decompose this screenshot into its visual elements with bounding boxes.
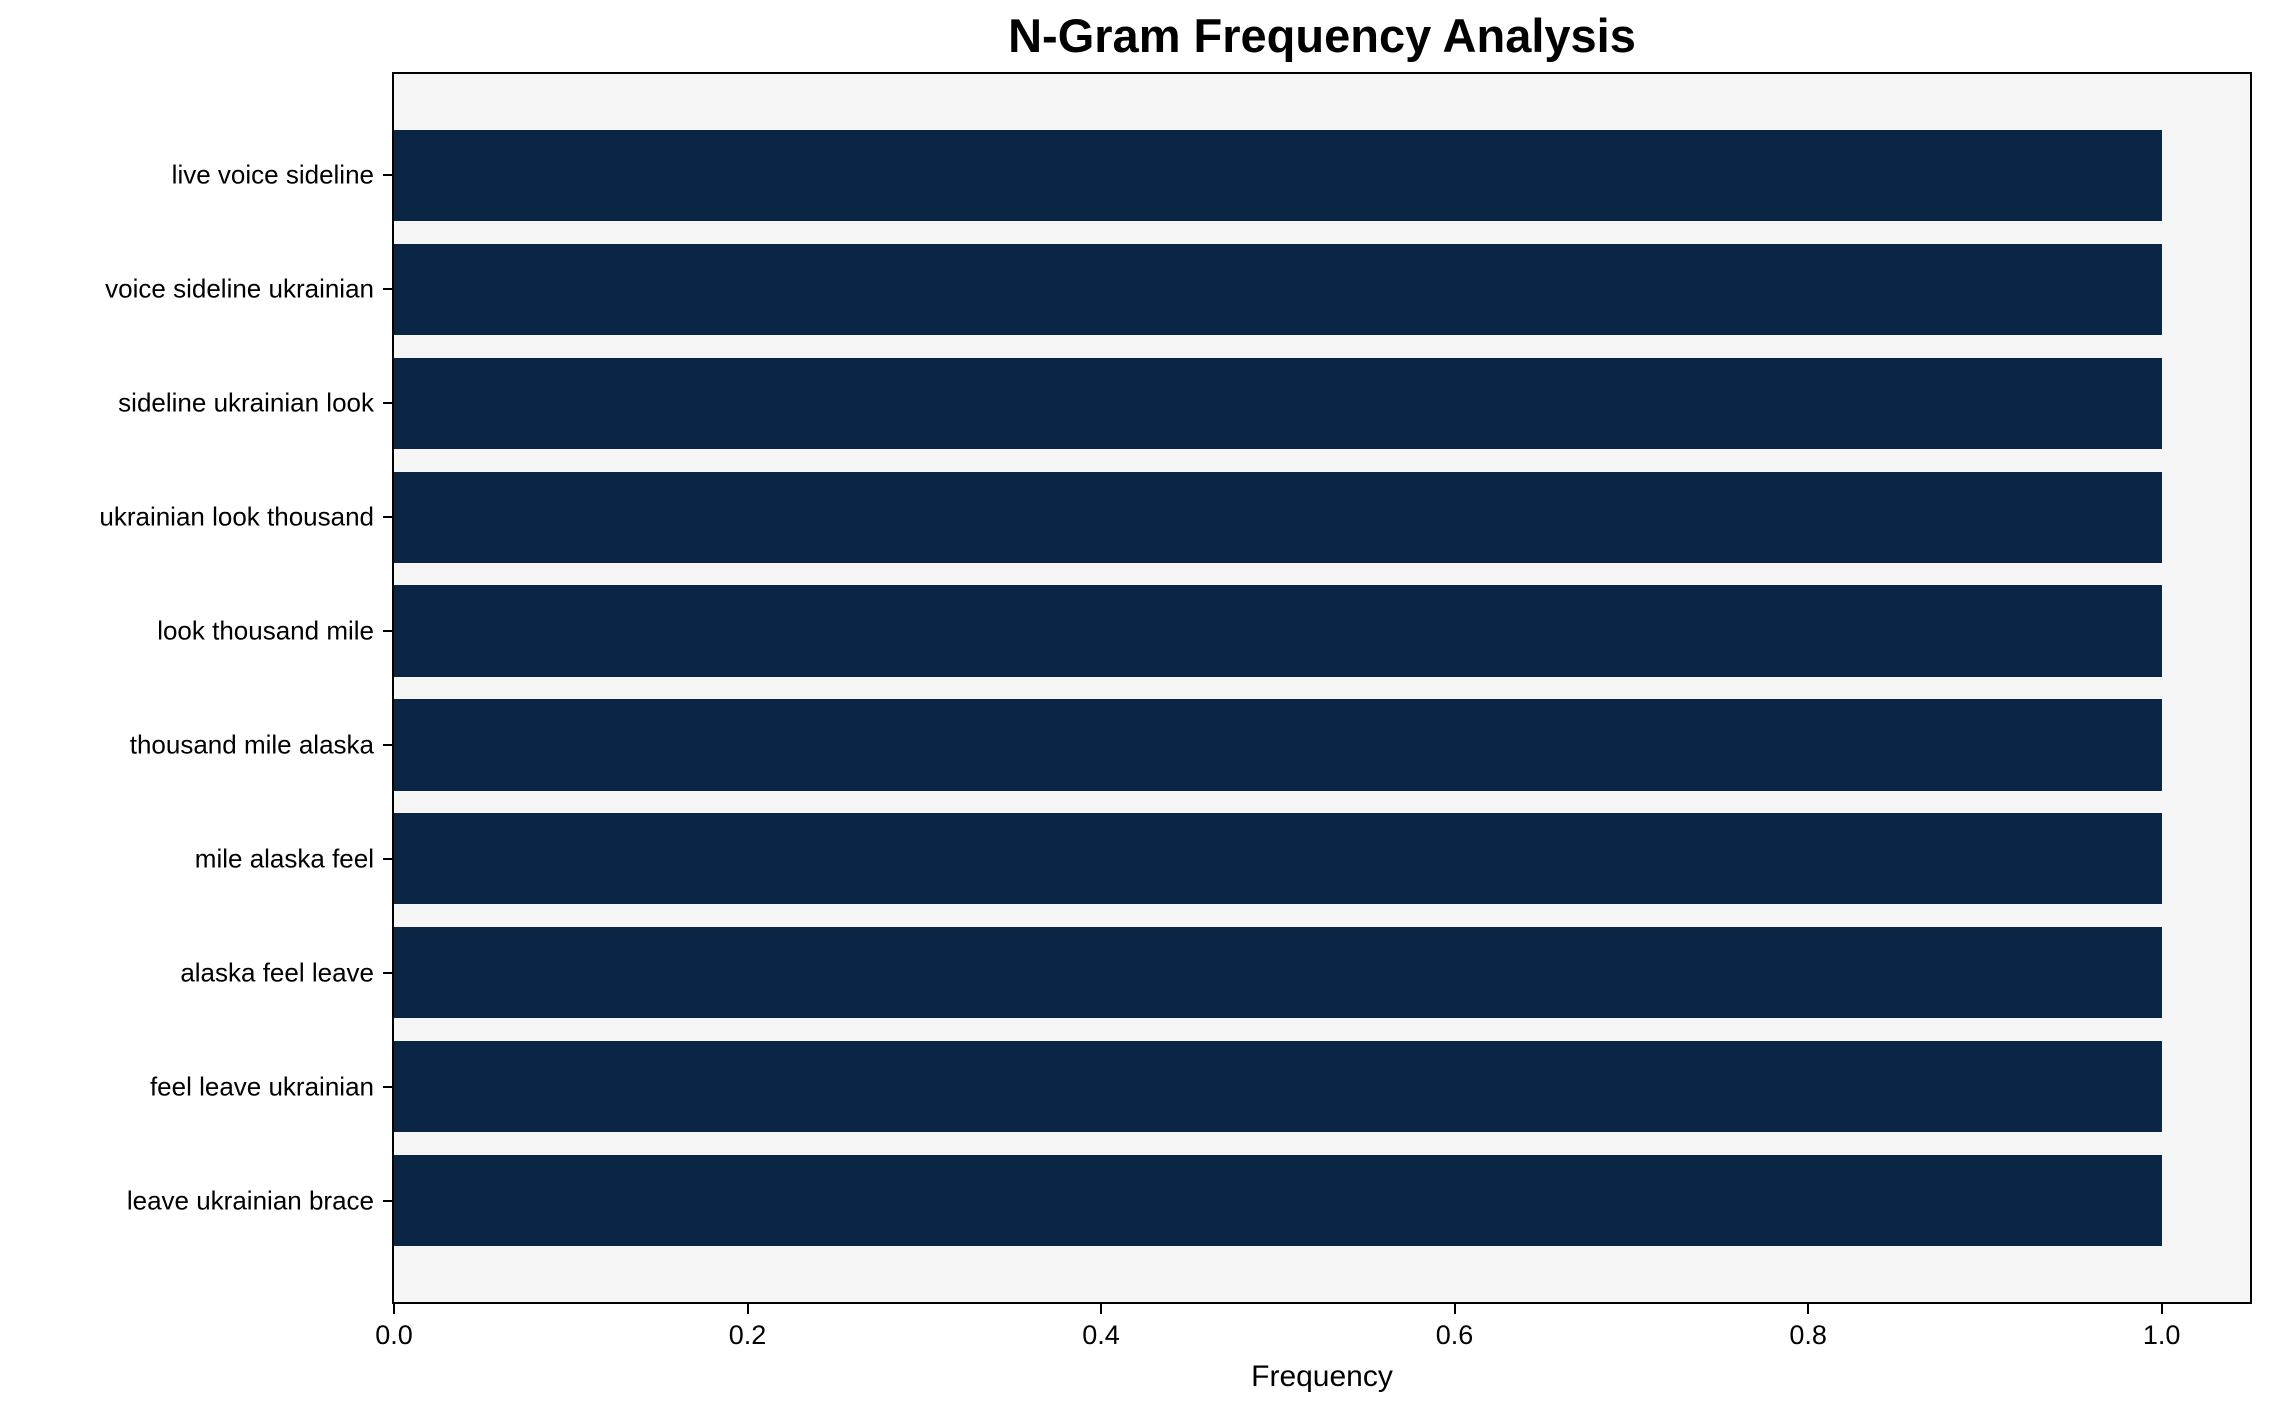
y-tick-label: live voice sideline: [171, 159, 374, 190]
bar: [394, 1155, 2162, 1247]
y-tick: [383, 743, 392, 746]
y-tick-label: alaska feel leave: [180, 957, 374, 988]
y-tick-label: leave ukrainian brace: [126, 1185, 374, 1216]
x-tick: [1807, 1304, 1810, 1314]
y-tick-label: thousand mile alaska: [129, 729, 374, 760]
x-tick: [746, 1304, 749, 1314]
bar: [394, 243, 2162, 335]
y-tick-label: sideline ukrainian look: [118, 387, 374, 418]
x-tick-label: 0.4: [1082, 1320, 1120, 1350]
bar: [394, 585, 2162, 677]
y-tick: [383, 630, 392, 633]
bar: [394, 357, 2162, 449]
y-tick-label: voice sideline ukrainian: [105, 273, 374, 304]
y-tick-label: mile alaska feel: [194, 843, 374, 874]
y-tick: [383, 857, 392, 860]
bar: [394, 927, 2162, 1019]
x-tick: [393, 1304, 395, 1314]
x-tick: [2160, 1304, 2163, 1314]
chart-title: N-Gram Frequency Analysis: [1008, 9, 1636, 62]
bar: [394, 129, 2162, 221]
plot-area: [392, 72, 2252, 1304]
y-tick: [383, 1085, 392, 1088]
bar: [394, 699, 2162, 791]
x-tick-label: 0.8: [1789, 1320, 1827, 1350]
y-tick: [383, 516, 392, 519]
y-tick-label: look thousand mile: [157, 615, 374, 646]
x-tick-label: 1.0: [2142, 1320, 2181, 1350]
x-tick-label: 0.0: [375, 1320, 413, 1350]
bar: [394, 1041, 2162, 1133]
y-tick-label: feel leave ukrainian: [149, 1071, 374, 1102]
y-tick: [383, 174, 392, 177]
bar: [394, 471, 2162, 563]
y-tick: [383, 402, 392, 405]
bar: [394, 813, 2162, 905]
x-tick-label: 0.2: [728, 1320, 767, 1350]
x-axis-label: Frequency: [1251, 1360, 1393, 1393]
y-tick: [383, 971, 392, 974]
x-tick: [1453, 1304, 1456, 1314]
x-tick-label: 0.6: [1435, 1320, 1474, 1350]
x-tick: [1100, 1304, 1103, 1314]
y-tick-label: ukrainian look thousand: [99, 501, 374, 532]
y-tick: [383, 288, 392, 291]
y-tick: [383, 1199, 392, 1202]
